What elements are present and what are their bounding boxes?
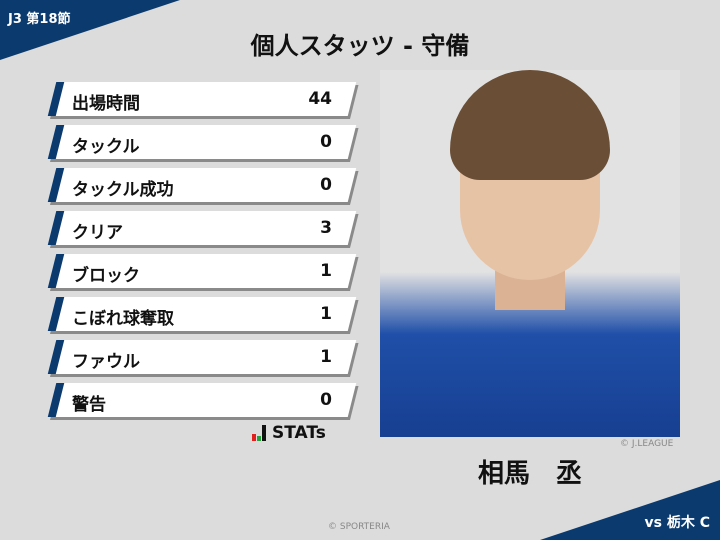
stat-label: こぼれ球奪取 <box>72 309 174 329</box>
stat-row: ブロック 1 <box>47 254 357 288</box>
stat-row: ファウル 1 <box>47 340 357 374</box>
stat-value: 0 <box>320 175 332 195</box>
stat-value: 3 <box>320 218 332 238</box>
stat-row: 出場時間 44 <box>47 82 357 116</box>
stat-row: タックル 0 <box>47 125 357 159</box>
stats-list: 出場時間 44 タックル 0 タックル成功 0 クリア 3 ブロック 1 こぼれ球奪取 1 ファウル 1 警… <box>47 82 357 426</box>
stat-label: 警告 <box>72 395 106 415</box>
stat-value: 1 <box>320 304 332 324</box>
copyright: © SPORTERIA <box>328 522 390 532</box>
stat-label: クリア <box>72 223 123 243</box>
stat-row: こぼれ球奪取 1 <box>47 297 357 331</box>
stat-label: ファウル <box>72 352 140 372</box>
stat-label: 出場時間 <box>72 94 140 114</box>
stat-label: ブロック <box>72 266 140 286</box>
stat-value: 1 <box>320 261 332 281</box>
stat-value: 1 <box>320 347 332 367</box>
stat-value: 0 <box>320 390 332 410</box>
page-title: 個人スタッツ - 守備 <box>250 32 470 60</box>
header-corner-banner <box>0 0 180 60</box>
stat-row: クリア 3 <box>47 211 357 245</box>
stat-row: 警告 0 <box>47 383 357 417</box>
stats-logo: STATs <box>252 423 326 443</box>
photo-credit: © J.LEAGUE <box>620 439 674 449</box>
stat-value: 44 <box>308 89 332 109</box>
opponent-label: vs 栃木 C <box>644 515 710 531</box>
stat-value: 0 <box>320 132 332 152</box>
stat-label: タックル <box>72 137 140 157</box>
footer-corner-banner <box>540 480 720 540</box>
player-photo <box>380 70 680 437</box>
round-label: J3 第18節 <box>8 12 71 27</box>
stats-bars-icon <box>252 425 266 441</box>
stat-row: タックル成功 0 <box>47 168 357 202</box>
stat-label: タックル成功 <box>72 180 174 200</box>
stats-logo-text: STATs <box>272 423 326 443</box>
